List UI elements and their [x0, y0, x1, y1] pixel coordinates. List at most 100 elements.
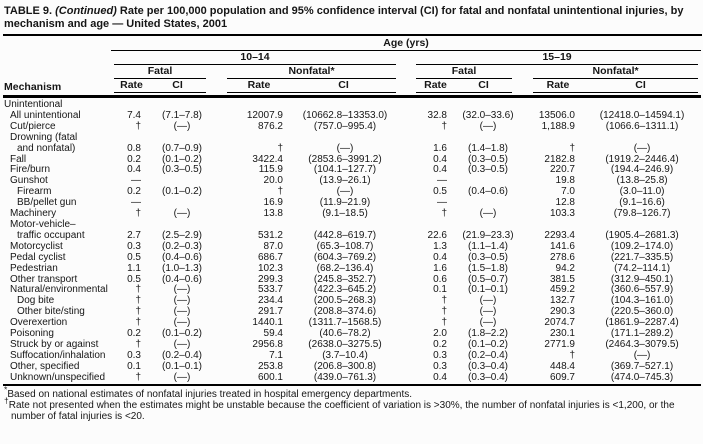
ci-cell: (—) — [479, 306, 497, 318]
mechanism-cell: Unknown/unspecified — [10, 371, 106, 383]
rate-cell: † — [441, 295, 447, 307]
rate-cell: 1.1 — [127, 262, 141, 274]
rate-cell: 0.2 — [127, 153, 141, 165]
footnote-asterisk: *Based on national estimates of nonfatal… — [4, 385, 701, 400]
header-row-columns: Mechanism Rate CI Rate CI Rate CI Rate C… — [3, 79, 702, 98]
mechanism-cell: Fall — [10, 153, 27, 165]
header-spacer — [3, 65, 111, 79]
group-gap — [399, 340, 413, 351]
ci-cell: (0.7–0.9) — [161, 142, 203, 154]
group-gap — [399, 231, 413, 242]
ci-cell: (9.1–16.6) — [619, 197, 665, 209]
group-gap — [399, 285, 413, 296]
table-row: Suffocation/inhalation 0.3 (0.2–0.4) 7.1 (3.… — [3, 349, 701, 362]
ci-cell — [455, 97, 521, 111]
footnotes: *Based on national estimates of nonfatal… — [4, 385, 701, 422]
group-gap — [399, 187, 413, 198]
rate-cell — [521, 97, 583, 111]
group-gap — [399, 65, 413, 79]
rate-cell: 7.4 — [127, 109, 141, 121]
header-row-outcome: Fatal Nonfatal* Fatal Nonfatal* — [3, 65, 701, 79]
rate-cell — [413, 133, 455, 144]
table-row: Poisoning 0.2 (0.1–0.2) 59.4 (40.6–78.2) 2.0 (… — [3, 328, 701, 340]
ci-cell: (0.1–0.2) — [161, 186, 203, 198]
rate-cell: 102.3 — [257, 262, 283, 274]
ci-cell: (1861.9–2287.4) — [605, 317, 679, 329]
ci-cell: (0.3–0.5) — [161, 164, 203, 176]
rate-column-header: Rate — [413, 79, 455, 98]
ci-cell — [149, 97, 215, 111]
group-gap — [399, 155, 413, 166]
ci-cell: (104.1–127.7) — [313, 164, 377, 176]
rate-cell: 2771.9 — [544, 338, 575, 350]
rate-cell: † — [135, 306, 141, 318]
age-band-15-19-cell: 15–19 — [413, 51, 701, 65]
rate-cell: 531.2 — [257, 229, 283, 241]
rate-cell: 876.2 — [257, 120, 283, 132]
ci-cell: (1.0–1.3) — [161, 262, 203, 274]
ci-cell: (221.7–335.5) — [610, 251, 674, 263]
rate-cell: † — [135, 338, 141, 350]
rate-cell: 0.5 — [127, 273, 141, 285]
table-row: Motor-vehicle– — [3, 219, 701, 231]
mechanism-cell: Other, specified — [10, 360, 80, 372]
rate-cell: 19.8 — [555, 175, 575, 187]
rate-cell: 0.4 — [433, 371, 447, 383]
table-row: Unknown/unspecified † (—) 600.1 (439.0–761.3… — [3, 371, 701, 385]
rate-cell: 381.5 — [549, 273, 575, 285]
rate-cell: † — [135, 371, 141, 383]
table-row: Other transport 0.5 (0.4–0.6) 299.3 (245.8–3… — [3, 273, 701, 286]
group-gap — [399, 362, 413, 373]
group-gap — [399, 111, 413, 122]
ci-cell: (—) — [633, 142, 651, 154]
table-row: traffic occupant 2.7 (2.5–2.9) 531.2 (442.8–… — [3, 229, 701, 242]
group-gap — [399, 329, 413, 340]
header-spacer — [3, 37, 111, 51]
group-gap — [399, 351, 413, 362]
mechanism-cell: Pedal cyclist — [10, 251, 66, 263]
ci-cell: (1.1–1.4) — [467, 240, 509, 252]
group-gap — [399, 220, 413, 231]
ci-cell: (74.2–114.1) — [614, 262, 671, 274]
rate-cell: † — [135, 295, 141, 307]
group-gap — [399, 122, 413, 133]
ci-cell: (0.3–0.5) — [467, 153, 509, 165]
rate-cell: 3422.4 — [252, 153, 283, 165]
rate-cell: 2182.8 — [544, 153, 575, 165]
age-band-10-14-cell: 10–14 — [111, 51, 399, 65]
ci-cell: (474.0–745.3) — [610, 371, 674, 383]
rate-cell: 0.3 — [127, 240, 141, 252]
ci-cell: (—) — [633, 349, 651, 361]
ci-cell: (422.3–645.2) — [313, 284, 377, 296]
ci-cell: (—) — [479, 317, 497, 329]
ci-cell: (1.4–1.8) — [467, 142, 509, 154]
table-row: Fire/burn 0.4 (0.3–0.5) 115.9 (104.1–127.7) 0… — [3, 165, 701, 176]
rate-cell: — — [437, 197, 447, 209]
age-group-header-cell: Age (yrs) — [111, 37, 702, 51]
group-gap — [399, 296, 413, 307]
footnote-text: Rate not presented when the estimates mi… — [8, 399, 675, 422]
ci-cell — [455, 133, 521, 144]
mechanism-cell: BB/pellet gun — [17, 197, 77, 209]
group-gap — [399, 209, 413, 220]
mechanism-cell: Pedestrian — [10, 262, 58, 274]
rate-column-header: Rate — [111, 79, 149, 98]
rate-cell: 132.7 — [549, 295, 575, 307]
ci-cell: (—) — [173, 295, 191, 307]
ci-cell: (13.8–25.8) — [616, 175, 668, 187]
ci-cell: (0.4–0.6) — [467, 186, 509, 198]
ci-cell: (65.3–108.7) — [316, 240, 374, 252]
ci-cell: (40.6–78.2) — [319, 328, 371, 340]
mechanism-cell: Dog bite — [17, 295, 55, 307]
mechanism-cell: Gunshot — [10, 175, 48, 187]
footnote-dagger: †Rate not presented when the estimates m… — [4, 396, 701, 422]
rate-cell: 13.8 — [263, 208, 283, 220]
mechanism-cell: and nonfatal) — [17, 142, 76, 154]
mechanism-cell: Unintentional — [4, 99, 63, 110]
rate-cell: 278.6 — [549, 251, 575, 263]
table-row: Overexertion † (—) 1440.1 (1311.7–1568.5) † (—… — [3, 317, 701, 329]
rate-cell: 0.4 — [433, 153, 447, 165]
header-spacer — [3, 51, 111, 65]
table-row: Machinery † (—) 13.8 (9.1–18.5) † (—) 103.3 (79.… — [3, 208, 701, 220]
ci-cell: (1919.2–2446.4) — [605, 153, 679, 165]
